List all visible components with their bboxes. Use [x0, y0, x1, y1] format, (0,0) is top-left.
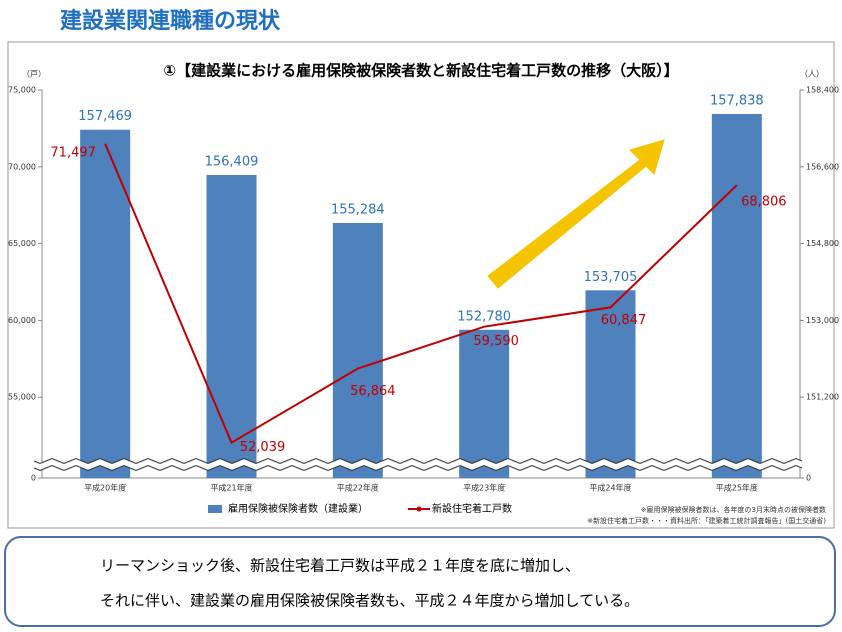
line-value-label: 56,864: [350, 384, 396, 399]
y-tick-label: 70,000: [8, 162, 36, 171]
summary-box: [4, 536, 836, 627]
axis-break: [33, 464, 803, 472]
legend-label: 雇用保険被保険者数（建設業）: [228, 502, 368, 515]
bar: [206, 174, 257, 478]
y2-tick-label: 153,000: [806, 316, 839, 325]
x-tick-label: 平成22年度: [337, 483, 379, 493]
y-tick-label: 60,000: [8, 316, 36, 325]
y-tick-label: 0: [31, 474, 36, 483]
chart-title: ①【建設業における雇用保険被保険者数と新設住宅着工戸数の推移（大阪）】: [163, 62, 678, 80]
bar: [80, 129, 131, 479]
note: ※新設住宅着工戸数・・・資料出所：「建築着工統計調査報告」(国土交通省): [587, 516, 826, 525]
y-tick-label: 65,000: [8, 239, 36, 248]
y-tick-label: 55,000: [8, 393, 36, 402]
y2-tick-label: 151,200: [806, 393, 839, 402]
y2-tick-label: 158,400: [806, 86, 839, 95]
line-value-label: 71,497: [50, 145, 96, 160]
axis-break-fill: [34, 458, 806, 471]
y-tick-label: 75,000: [8, 86, 36, 95]
trend-arrow: [487, 139, 665, 289]
bar: [711, 113, 762, 478]
bar: [332, 222, 383, 478]
x-tick-label: 平成20年度: [84, 483, 126, 493]
note: ※雇用保険被保険者数は、各年度の3月末時点の被保険者数: [641, 505, 826, 514]
x-tick-label: 平成25年度: [716, 483, 758, 493]
bar-value-label: 155,284: [331, 202, 385, 217]
bar-value-label: 156,409: [205, 154, 259, 169]
bar-value-label: 152,780: [457, 309, 511, 324]
bar: [585, 290, 636, 478]
y2-unit: （人）: [800, 70, 824, 79]
page-title: 建設業関連職種の現状: [60, 8, 281, 34]
y2-tick-label: 154,800: [806, 239, 839, 248]
x-tick-label: 平成24年度: [589, 483, 631, 493]
y2-tick-label: 0: [806, 474, 811, 483]
summary-line: それに伴い、建設業の雇用保険被保険者数も、平成２４年度から増加している。: [100, 592, 639, 610]
bar-value-label: 157,469: [78, 109, 132, 124]
bar: [459, 329, 510, 478]
line-value-label: 59,590: [473, 334, 519, 349]
line-value-label: 68,806: [741, 195, 787, 210]
legend-label: 新設住宅着工戸数: [432, 502, 512, 515]
legend-marker: [416, 506, 422, 512]
legend-swatch: [208, 505, 222, 513]
bar-value-label: 157,838: [710, 93, 764, 108]
chart-frame: [7, 41, 835, 529]
x-tick-label: 平成23年度: [463, 483, 505, 493]
x-tick-label: 平成21年度: [210, 483, 252, 493]
bar-value-label: 153,705: [584, 270, 638, 285]
summary-line: リーマンショック後、新設住宅着工戸数は平成２１年度を底に増加し、: [100, 557, 580, 575]
y-unit: （戸）: [22, 70, 46, 79]
line-value-label: 52,039: [240, 440, 286, 455]
line-value-label: 60,847: [601, 313, 647, 328]
y2-tick-label: 156,600: [806, 162, 839, 171]
line: [104, 143, 738, 445]
axis-break: [33, 457, 803, 465]
